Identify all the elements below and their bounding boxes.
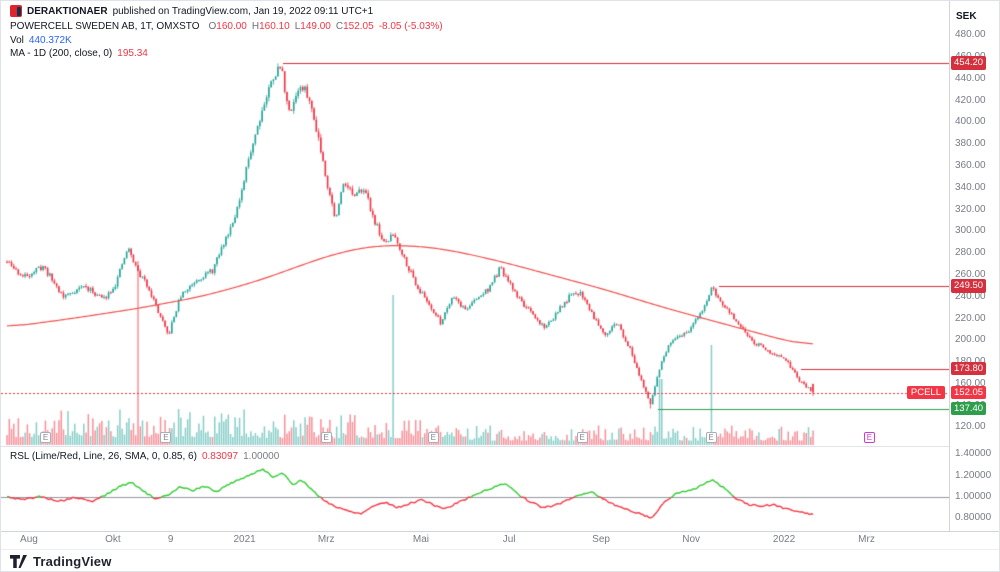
price-tick-label: 480.00 (955, 29, 986, 41)
rsl-tick-label: 0.80000 (955, 512, 992, 524)
price-tick-label: 220.00 (955, 312, 986, 324)
price-level-badge: 173.80 (951, 361, 987, 376)
earnings-marker-icon[interactable]: E (705, 432, 717, 443)
high-value: 160.10 (259, 21, 290, 32)
price-tick-label: 400.00 (955, 116, 986, 128)
price-chart-canvas[interactable] (1, 1, 949, 531)
time-axis-label: Mrz (858, 534, 875, 545)
price-tick-label: 420.00 (955, 94, 986, 106)
price-level-badge: 137.40 (951, 401, 987, 416)
price-tick-label: 340.00 (955, 181, 986, 193)
low-value: 149.00 (300, 21, 331, 32)
current-price-badge: 152.05 (951, 385, 987, 400)
time-axis-label: Sep (592, 534, 610, 545)
high-label: H (251, 21, 260, 32)
volume-label: Vol (10, 34, 24, 46)
price-axis[interactable]: SEK 480.00460.00440.00420.00400.00380.00… (949, 1, 999, 531)
price-tick-label: 200.00 (955, 334, 986, 346)
rsl-tick-label: 1.40000 (955, 448, 992, 460)
price-tick-label: 240.00 (955, 290, 986, 302)
time-axis-label: Aug (20, 534, 38, 545)
price-tick-label: 160.00 (955, 377, 986, 389)
time-axis-label: 2022 (772, 534, 796, 545)
price-tick-label: 120.00 (955, 421, 986, 433)
price-tick-label: 440.00 (955, 72, 986, 84)
volume-value: 440.372K (28, 34, 72, 46)
price-tick-label: 260.00 (955, 268, 986, 280)
publisher-logo-icon (10, 5, 22, 17)
time-axis-label: Okt (105, 534, 121, 545)
ma-value: 195.34 (117, 48, 148, 59)
rsl-tick-label: 1.20000 (955, 469, 992, 481)
time-axis-label: 2021 (233, 534, 256, 545)
rsl-legend-row[interactable]: RSL (Lime/Red, Line, 26, SMA, 0, 0.85, 6… (10, 450, 279, 464)
earnings-marker-icon[interactable]: E (160, 432, 172, 443)
low-label: L (294, 21, 301, 32)
rsl-label: RSL (Lime/Red, Line, 26, SMA, 0, 0.85, 6… (10, 451, 197, 462)
tradingview-logo-text[interactable]: TradingView (33, 554, 112, 569)
attribution-text: published on TradingView.com, Jan 19, 20… (112, 5, 374, 17)
earnings-marker-icon[interactable]: E (863, 432, 875, 443)
open-label: O (208, 21, 217, 32)
ma-legend-row[interactable]: MA - 1D (200, close, 0) 195.34 (10, 47, 443, 61)
close-value: 152.05 (343, 21, 374, 32)
time-axis-label: Mai (412, 534, 430, 545)
ma-label: MA - 1D (200, close, 0) (10, 48, 113, 59)
time-axis-label: Mrz (317, 534, 335, 545)
time-axis-label: Jul (502, 534, 516, 545)
attribution: DERAKTIONAER published on TradingView.co… (10, 5, 373, 17)
footer: TradingView (1, 549, 999, 571)
time-axis[interactable]: Aug Okt 9 2021 Mrz Mai Jul Sep Nov 2022 Mrz (1, 531, 999, 549)
chart-legend: POWERCELL SWEDEN AB, 1T, OMXSTO O160.00 H1… (10, 20, 443, 61)
rsl-value: 0.83097 (201, 451, 239, 462)
time-axis-label: 9 (167, 534, 174, 545)
earnings-marker-icon[interactable]: E (576, 432, 588, 443)
close-label: C (335, 21, 344, 32)
price-tick-label: 280.00 (955, 247, 986, 259)
price-tick-label: 180.00 (955, 356, 986, 367)
price-tick-label: 360.00 (955, 160, 986, 172)
tradingview-logo-icon[interactable] (10, 555, 27, 568)
axis-unit-label: SEK (956, 11, 977, 22)
change-value: -8.05 (-5.03%) (378, 21, 443, 32)
rsl-legend: RSL (Lime/Red, Line, 26, SMA, 0, 0.85, 6… (10, 450, 279, 464)
symbol-legend-row[interactable]: POWERCELL SWEDEN AB, 1T, OMXSTO O160.00 H1… (10, 20, 443, 34)
rsl-base-value: 1.00000 (243, 451, 280, 462)
price-tick-label: 300.00 (955, 225, 986, 237)
volume-legend-row[interactable]: Vol 440.372K (10, 34, 443, 48)
publisher-name: DERAKTIONAER (27, 5, 108, 17)
panel-divider (1, 446, 999, 447)
symbol-title: POWERCELL SWEDEN AB, 1T, OMXSTO (10, 21, 200, 32)
earnings-marker-icon[interactable]: E (427, 432, 439, 443)
time-axis-label: Nov (682, 534, 701, 545)
rsl-tick-label: 1.00000 (955, 490, 992, 502)
price-level-badge: 454.20 (951, 56, 987, 70)
price-tick-label: 320.00 (955, 203, 986, 215)
earnings-marker-icon[interactable]: E (40, 432, 52, 443)
symbol-price-tag: PCELL (906, 385, 945, 400)
price-level-badge: 249.50 (951, 279, 987, 293)
earnings-marker-icon[interactable]: E (320, 432, 332, 443)
price-tick-label: 380.00 (955, 138, 986, 150)
open-value: 160.00 (216, 21, 247, 32)
